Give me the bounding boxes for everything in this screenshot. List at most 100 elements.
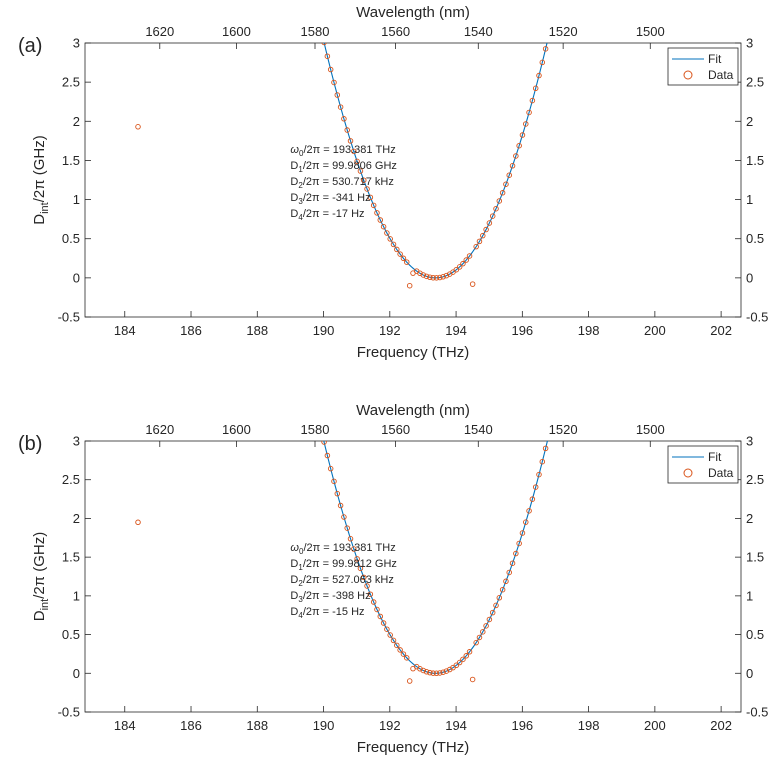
data-point xyxy=(523,519,529,525)
top-tick-label: 1560 xyxy=(381,24,410,39)
data-point xyxy=(593,198,598,203)
data-point-outlier xyxy=(410,665,416,672)
data-point xyxy=(453,662,460,669)
data-point xyxy=(536,72,542,79)
data-point xyxy=(354,158,360,165)
data-point xyxy=(334,490,341,497)
data-point xyxy=(390,637,397,644)
data-point xyxy=(453,266,460,273)
top-tick-label: 1520 xyxy=(549,422,578,437)
data-point xyxy=(394,642,400,649)
data-point xyxy=(357,565,364,572)
y-tick-label-left: 2 xyxy=(73,511,80,526)
top-tick-label: 1500 xyxy=(636,422,665,437)
data-point xyxy=(566,342,571,347)
data-point xyxy=(539,458,546,465)
annotation-subscript: 0 xyxy=(299,547,304,556)
data-point xyxy=(580,273,585,278)
data-point xyxy=(315,411,320,416)
y-tick-label-left: 1 xyxy=(73,588,80,603)
y-tick-label-right: -0.5 xyxy=(746,310,768,325)
data-point xyxy=(269,168,274,173)
data-point xyxy=(600,158,605,163)
annotation-line: D3/2π = -398 Hz xyxy=(290,590,370,604)
data-point xyxy=(493,205,499,212)
data-point-outlier xyxy=(135,519,141,526)
data-point-outlier xyxy=(410,270,416,276)
y-tick-label-left: 3 xyxy=(73,434,80,449)
data-point xyxy=(529,97,536,104)
x-tick-label: 200 xyxy=(644,323,666,338)
data-point xyxy=(397,251,403,257)
data-point xyxy=(523,121,529,127)
legend-data-swatch xyxy=(683,70,693,80)
legend-data-label: Data xyxy=(708,68,734,82)
data-point xyxy=(480,629,486,635)
y-tick-label-left: -0.5 xyxy=(58,705,80,720)
data-point xyxy=(616,51,621,56)
annotation-symbol: D xyxy=(290,574,298,586)
data-point xyxy=(295,317,300,322)
data-point xyxy=(312,0,317,1)
annotation-value: /2π = -15 Hz xyxy=(303,606,365,618)
data-point xyxy=(526,109,532,116)
data-point xyxy=(473,639,479,646)
data-point xyxy=(430,670,436,676)
annotation-symbol: D xyxy=(290,176,298,188)
data-point xyxy=(603,137,608,142)
data-point xyxy=(400,651,407,657)
data-point xyxy=(341,116,347,122)
data-point xyxy=(337,502,344,509)
panel-label: (a) xyxy=(18,35,42,57)
y-tick-label-right: 1 xyxy=(746,588,753,603)
y-tick-label-right: 0 xyxy=(746,666,753,681)
data-point xyxy=(377,217,384,223)
x-tick-label: 188 xyxy=(246,718,268,733)
data-point xyxy=(403,259,410,265)
data-point xyxy=(529,496,536,502)
annotation-symbol: D xyxy=(290,558,298,570)
data-point xyxy=(299,334,304,339)
x-tick-label: 194 xyxy=(445,323,467,338)
top-tick-label: 1540 xyxy=(464,24,493,39)
data-point xyxy=(347,138,354,144)
annotation-subscript: 3 xyxy=(298,595,303,604)
data-point xyxy=(433,670,440,677)
data-point xyxy=(553,404,558,409)
annotation-subscript: 2 xyxy=(298,181,303,190)
data-point xyxy=(367,194,374,201)
data-point xyxy=(583,255,588,260)
data-point xyxy=(384,230,390,236)
legend-box xyxy=(667,47,739,86)
x-tick-label: 186 xyxy=(180,718,202,733)
data-point xyxy=(489,213,496,219)
data-point xyxy=(573,308,578,313)
data-point xyxy=(282,246,287,251)
annotation-line: ω0/2π = 193.381 THz xyxy=(290,542,395,556)
data-point xyxy=(321,441,327,445)
data-point xyxy=(606,116,611,121)
y-tick-label-right: 3 xyxy=(746,36,753,51)
data-point xyxy=(496,595,503,601)
data-point xyxy=(266,148,271,153)
data-point xyxy=(380,620,387,626)
data-point xyxy=(357,168,364,174)
data-point xyxy=(503,181,509,187)
y-tick-label-left: 2.5 xyxy=(62,75,80,90)
y-label-tail: /2π (GHz) xyxy=(31,532,48,599)
x-tick-label: 198 xyxy=(578,718,600,733)
data-point xyxy=(364,186,370,192)
data-point xyxy=(380,223,387,230)
y-axis-label: Dint/2π (GHz) xyxy=(31,532,51,622)
data-point xyxy=(553,3,558,8)
data-point xyxy=(377,613,384,620)
data-point xyxy=(420,272,427,278)
data-point xyxy=(503,578,509,585)
x-tick-label: 196 xyxy=(511,718,533,733)
annotation-subscript: 3 xyxy=(298,197,303,206)
data-point xyxy=(440,274,446,280)
annotation-line: D1/2π = 99.9812 GHz xyxy=(290,558,397,572)
